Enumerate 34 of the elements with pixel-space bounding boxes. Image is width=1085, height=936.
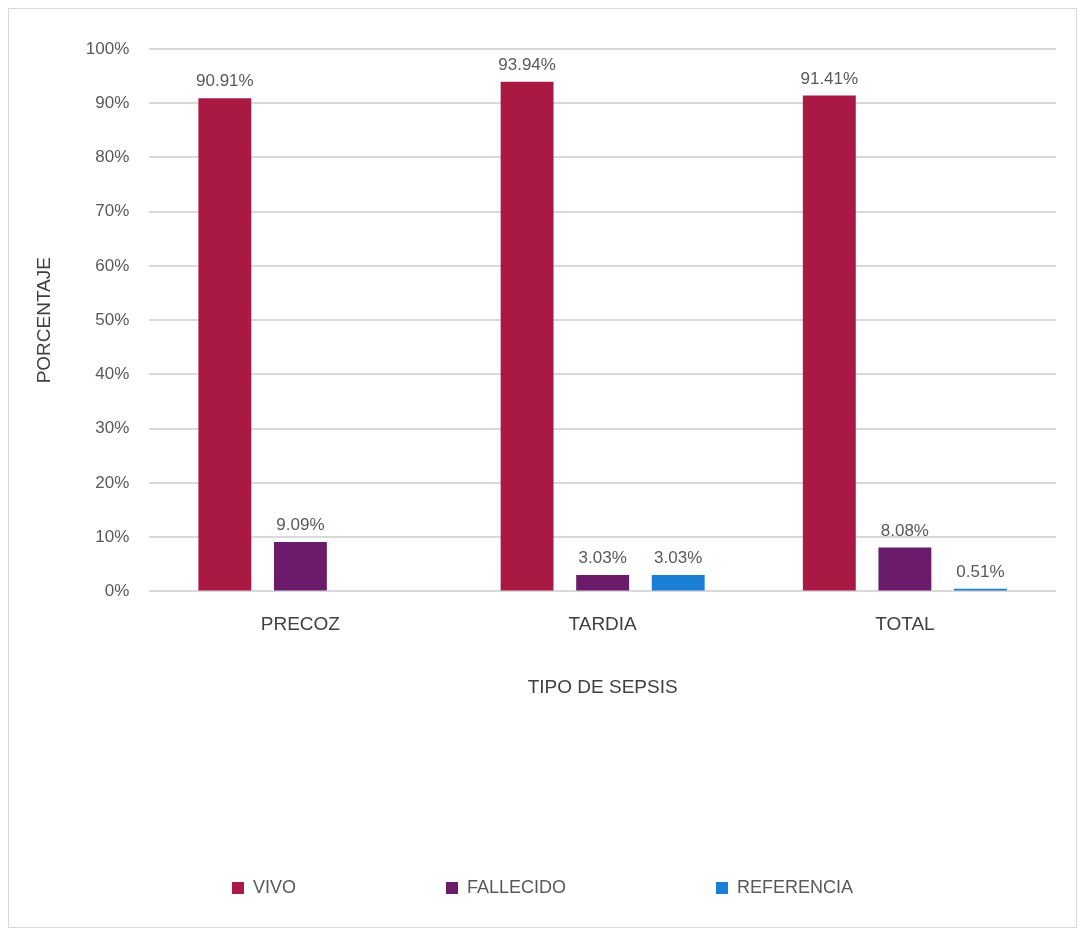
y-tick-label: 20%	[95, 472, 130, 492]
y-tick-label: 80%	[95, 147, 130, 167]
bar	[198, 98, 252, 591]
y-tick-label: 60%	[95, 255, 130, 275]
legend-label: REFERENCIA	[737, 876, 854, 897]
x-axis-title: TIPO DE SEPSIS	[527, 675, 678, 697]
data-label: 8.08%	[880, 520, 929, 540]
data-label: 91.41%	[800, 68, 859, 88]
bar	[802, 95, 856, 591]
y-tick-label: 30%	[95, 418, 130, 438]
y-axis-title: PORCENTAJE	[32, 257, 54, 384]
legend-label: FALLECIDO	[466, 876, 567, 897]
y-tick-label: 70%	[95, 201, 130, 221]
bar	[651, 574, 705, 591]
data-label: 93.94%	[498, 55, 556, 75]
x-tick-label: TARDIA	[568, 613, 638, 635]
data-label: 3.03%	[578, 548, 627, 568]
data-label: 9.09%	[276, 515, 325, 535]
x-tick-label: TOTAL	[875, 613, 935, 635]
bar	[576, 574, 630, 591]
y-tick-label: 50%	[95, 309, 130, 329]
y-tick-label: 40%	[95, 364, 130, 384]
data-label: 0.51%	[956, 561, 1005, 581]
bar	[878, 547, 932, 591]
y-tick-label: 10%	[95, 526, 130, 546]
y-tick-label: 90%	[95, 92, 130, 112]
bar	[500, 81, 554, 591]
y-tick-label: 100%	[85, 38, 130, 58]
x-tick-label: PRECOZ	[260, 613, 341, 635]
y-tick-label: 0%	[104, 581, 130, 601]
data-label: 3.03%	[654, 548, 703, 568]
data-label: 90.91%	[196, 71, 254, 91]
bar	[273, 542, 327, 591]
legend-label: VIVO	[252, 876, 296, 897]
